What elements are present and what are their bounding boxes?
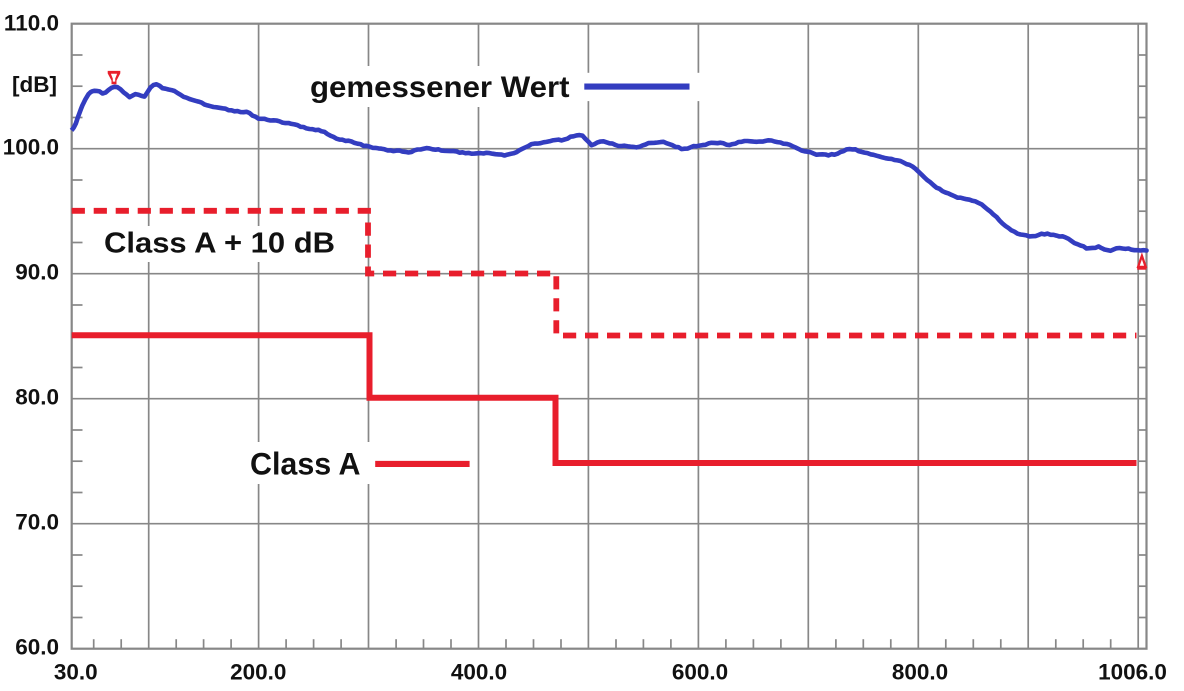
svg-text:110.0: 110.0 [4, 11, 59, 36]
svg-text:70.0: 70.0 [15, 510, 59, 535]
svg-text:800.0: 800.0 [892, 660, 948, 685]
svg-text:1006.0: 1006.0 [1098, 660, 1167, 685]
svg-text:600.0: 600.0 [672, 660, 728, 685]
svg-text:400.0: 400.0 [451, 660, 507, 685]
svg-text:30.0: 30.0 [54, 660, 98, 685]
svg-text:Class A + 10 dB: Class A + 10 dB [104, 228, 335, 260]
svg-text:60.0: 60.0 [15, 635, 59, 660]
svg-text:100.0: 100.0 [3, 134, 59, 159]
svg-text:200.0: 200.0 [230, 660, 286, 685]
svg-text:80.0: 80.0 [15, 385, 59, 410]
svg-text:[dB]: [dB] [12, 72, 57, 97]
svg-text:gemessener Wert: gemessener Wert [310, 71, 570, 104]
svg-text:Class A: Class A [250, 446, 361, 482]
svg-text:90.0: 90.0 [15, 260, 59, 285]
